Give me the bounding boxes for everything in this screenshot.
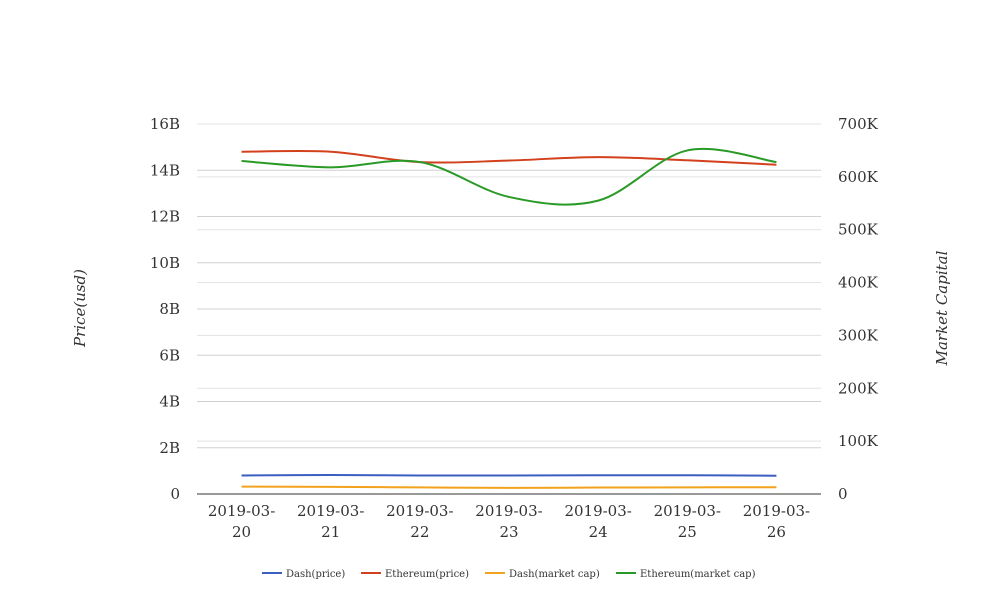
series-line-ethereum-price — [241, 149, 777, 166]
x-tick-label: 2019-03-20 — [208, 502, 275, 541]
legend-label: Dash(market cap) — [509, 569, 600, 580]
gridlines — [197, 123, 821, 449]
tick-labels: 0 2B 4B 6B 8B 10B 12B 14B 16B 0 100K 200K 300K 400K 50… — [150, 115, 879, 541]
y-left-tick-label: 4B — [159, 393, 180, 411]
y-right-tick-label: 500K — [838, 221, 879, 239]
x-tick-label: 2019-03-24 — [564, 502, 631, 541]
y-right-tick-label: 0 — [838, 485, 848, 503]
y-left-tick-label: 14B — [150, 161, 180, 179]
y-left-tick-label: 12B — [150, 208, 180, 226]
legend-item-ethereum-market-cap[interactable]: Ethereum(market cap) — [616, 569, 756, 580]
y-right-tick-label: 300K — [838, 326, 879, 344]
y-left-tick-label: 6B — [159, 346, 180, 364]
series-lines — [241, 147, 777, 489]
x-tick-label: 2019-03-25 — [654, 502, 721, 541]
legend: Dash(price) Ethereum(price) Dash(market ca… — [262, 569, 756, 580]
y-right-tick-label: 400K — [838, 274, 879, 292]
legend-item-dash-market-cap[interactable]: Dash(market cap) — [485, 569, 600, 580]
x-tick-label: 2019-03-26 — [743, 502, 810, 541]
y-left-tick-label: 16B — [150, 115, 180, 133]
series-line-dash-market-cap — [241, 485, 777, 489]
y-left-tick-label: 2B — [159, 439, 180, 457]
legend-label: Dash(price) — [286, 569, 345, 580]
y-left-tick-label: 10B — [150, 254, 180, 272]
series-line-dash-price — [241, 474, 777, 477]
x-tick-label: 2019-03-23 — [475, 502, 542, 541]
legend-label: Ethereum(market cap) — [640, 569, 756, 580]
y-right-axis-title: Market Capital — [933, 250, 951, 366]
legend-item-ethereum-price[interactable]: Ethereum(price) — [361, 569, 469, 580]
y-right-tick-label: 100K — [838, 432, 879, 450]
y-left-tick-label: 0 — [170, 485, 180, 503]
y-right-tick-label: 600K — [838, 168, 879, 186]
legend-item-dash-price[interactable]: Dash(price) — [262, 569, 345, 580]
y-right-tick-label: 200K — [838, 379, 879, 397]
series-line-ethereum-market-cap — [241, 147, 777, 206]
y-left-tick-label: 8B — [159, 300, 180, 318]
y-left-axis-title: Price(usd) — [71, 269, 89, 348]
x-tick-label: 2019-03-21 — [297, 502, 364, 541]
y-right-tick-label: 700K — [838, 115, 879, 133]
x-tick-label: 2019-03-22 — [386, 502, 453, 541]
legend-label: Ethereum(price) — [385, 569, 469, 580]
